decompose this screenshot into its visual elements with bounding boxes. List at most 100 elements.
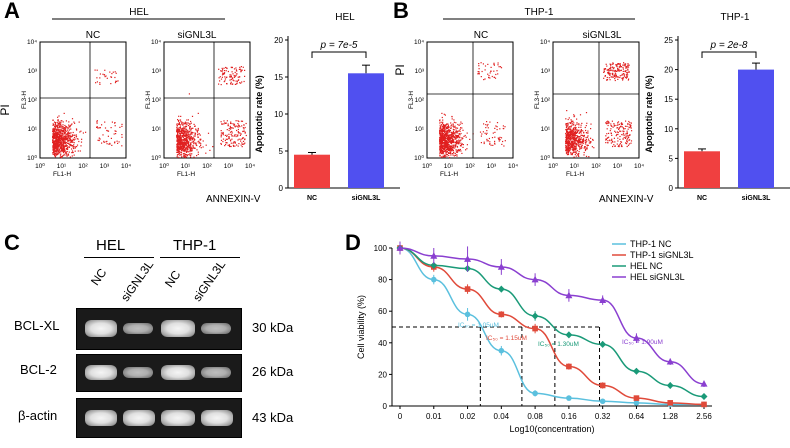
flow-dots <box>52 69 123 159</box>
flow-y-tick: 10¹ <box>415 126 425 133</box>
flow-y-axis-label: FL3-H <box>534 91 541 109</box>
data-point <box>666 357 674 365</box>
flow-x-tick: 10⁰ <box>159 162 169 170</box>
data-point <box>497 285 505 293</box>
line-y-label: Cell viability (%) <box>356 295 366 359</box>
line-x-tick: 2.56 <box>696 412 712 421</box>
data-point <box>532 390 538 397</box>
annexin-label-a: ANNEXIN-V <box>206 194 261 205</box>
wb-lane-4: siGNL3L <box>190 257 229 305</box>
bar-category-label: siGNL3L <box>352 195 382 202</box>
flow-x-tick: 10¹ <box>57 163 67 170</box>
line-x-tick: 0.02 <box>460 412 476 421</box>
panel-b-label: B <box>393 0 409 23</box>
bar-y-tick: 15 <box>274 73 283 82</box>
curve-hel-signl3l <box>399 247 705 385</box>
bar-y-label: Apoptotic rate (%) <box>254 75 264 153</box>
bar-y-tick: 0 <box>669 184 674 193</box>
data-point <box>464 255 472 262</box>
flow-y-tick: 10¹ <box>541 126 551 133</box>
flow-y-tick: 10¹ <box>28 126 38 133</box>
viability-chart: 0 20 40 60 80 100 0 0.01 0.02 0.04 0.08 0.16 0.32 0.6… <box>356 239 712 434</box>
data-point <box>599 398 606 405</box>
bar-y-tick: 5 <box>669 154 674 163</box>
data-point <box>666 381 674 389</box>
flow-y-axis-label: FL3-H <box>408 91 415 109</box>
flow-thp1-nc-label: NC <box>474 30 488 41</box>
p-value: p = 2e-8 <box>710 40 748 51</box>
line-x-tick: 0 <box>398 412 403 421</box>
flow-x-tick: 10¹ <box>570 163 580 170</box>
flow-thp1-title: THP-1 <box>525 7 554 18</box>
data-point <box>700 393 708 401</box>
bar-y-tick: 0 <box>279 184 284 193</box>
flow-y-tick: 10⁴ <box>540 39 550 46</box>
flow-x-axis-label: FL1-H <box>53 171 71 178</box>
wb-size-bcl2: 26 kDa <box>252 364 294 379</box>
bar-category-label: NC <box>307 195 317 202</box>
flow-x-tick: 10⁰ <box>35 162 45 170</box>
flow-cytometry-thp1: THP-1 NC siGNL3L PI 10⁰10⁰10¹10¹10²10²10… <box>395 7 644 178</box>
curve-thp-1-signl3l <box>399 247 705 406</box>
data-point <box>632 334 640 341</box>
line-y-tick: 80 <box>378 276 387 285</box>
data-point <box>599 382 606 389</box>
flow-y-tick: 10³ <box>28 68 38 75</box>
wb-lane-3: NC <box>162 267 184 291</box>
wb-band <box>123 367 153 378</box>
legend-label: HEL NC <box>630 261 663 271</box>
flow-y-axis-label: FL3-H <box>21 91 28 109</box>
p-value: p = 7e-5 <box>320 40 358 51</box>
flow-x-tick: 10⁴ <box>634 163 644 170</box>
flow-thp1-pi-label: PI <box>395 64 407 75</box>
data-point <box>566 363 572 370</box>
bar-hel-title: HEL <box>335 12 355 23</box>
data-point <box>464 286 471 292</box>
wb-band <box>123 410 155 426</box>
flow-y-tick: 10¹ <box>152 126 162 133</box>
flow-hel-pi-label: PI <box>0 104 12 115</box>
data-point <box>497 263 505 270</box>
flow-x-tick: 10⁰ <box>548 162 558 170</box>
flow-y-tick: 10² <box>28 97 38 104</box>
flow-cytometry-hel: HEL NC siGNL3L PI 10⁰10⁰10¹10¹10²10²10³1… <box>0 7 255 178</box>
significance-bracket <box>701 51 757 58</box>
bar-y-tick: 20 <box>664 66 673 75</box>
ic50-label: IC₅₀ = 1.05uM <box>458 322 499 329</box>
significance-bracket <box>311 51 367 58</box>
flow-y-tick: 10⁰ <box>27 154 37 162</box>
data-point <box>531 312 539 320</box>
flow-y-tick: 10² <box>541 97 551 104</box>
wb-band <box>161 365 195 380</box>
wb-group-thp1: THP-1 <box>173 237 217 254</box>
flow-y-tick: 10⁴ <box>151 39 161 46</box>
panel-c-label: C <box>4 230 20 255</box>
wb-group-hel-line <box>84 257 154 258</box>
flow-x-tick: 10² <box>202 163 212 170</box>
wb-lane-1: NC <box>88 265 110 289</box>
wb-size-actin: 43 kDa <box>252 410 294 425</box>
wb-size-bclxl: 30 kDa <box>252 320 294 335</box>
bar-nc <box>684 151 720 188</box>
flow-hel-title: HEL <box>129 7 149 18</box>
data-point <box>599 296 607 303</box>
data-point <box>430 276 437 283</box>
line-x-tick: 0.64 <box>629 412 645 421</box>
flow-y-tick: 10³ <box>415 68 425 75</box>
data-point <box>632 367 640 375</box>
flow-x-tick: 10¹ <box>444 163 454 170</box>
wb-row-bclxl-label: BCL-XL <box>14 318 60 333</box>
panel-a-label: A <box>4 0 20 23</box>
bar-thp1-title: THP-1 <box>721 12 750 23</box>
flow-y-tick: 10² <box>415 97 425 104</box>
legend-label: HEL siGNL3L <box>630 272 685 282</box>
wb-blot-bclxl <box>76 308 242 350</box>
line-x-tick: 0.01 <box>426 412 442 421</box>
flow-y-tick: 10³ <box>152 68 162 75</box>
wb-band <box>201 323 231 334</box>
flow-x-tick: 10⁴ <box>508 163 518 170</box>
data-point <box>565 291 573 299</box>
data-point <box>531 275 539 283</box>
data-point <box>700 380 708 387</box>
flow-x-tick: 10² <box>465 163 475 170</box>
